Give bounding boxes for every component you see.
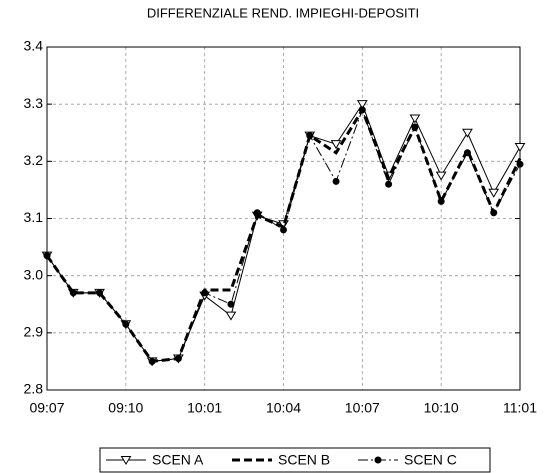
- y-tick-label: 3.0: [24, 266, 44, 282]
- data-point: [69, 289, 77, 297]
- data-point: [356, 100, 368, 110]
- chart-title: DIFFERENZIALE REND. IMPIEGHI-DEPOSITI: [147, 5, 419, 20]
- x-tick-label: 10:07: [345, 400, 380, 416]
- y-tick-label: 2.9: [24, 324, 44, 340]
- y-tick-label: 3.3: [24, 95, 44, 111]
- data-point: [174, 355, 182, 363]
- data-point: [435, 171, 447, 181]
- data-point: [411, 123, 419, 131]
- legend-label: SCEN C: [404, 452, 457, 468]
- x-tick-label: 10:10: [424, 400, 459, 416]
- data-point: [280, 226, 287, 234]
- data-point: [409, 114, 421, 124]
- data-point: [514, 143, 526, 153]
- y-tick-label: 2.8: [24, 381, 44, 397]
- data-point: [253, 209, 261, 217]
- x-tick-label: 09:10: [108, 400, 143, 416]
- legend-marker: [374, 456, 382, 464]
- data-point: [43, 252, 51, 260]
- grid: [47, 46, 520, 391]
- x-tick-label: 10:01: [187, 400, 222, 416]
- legend-box: [99, 447, 491, 473]
- data-point: [385, 180, 393, 188]
- data-point: [437, 197, 445, 205]
- data-point: [358, 106, 366, 114]
- y-tick-label: 3.2: [24, 152, 44, 168]
- data-point: [330, 140, 342, 150]
- data-point: [463, 149, 471, 157]
- data-point: [488, 188, 500, 198]
- data-point: [306, 132, 314, 140]
- data-point: [148, 357, 156, 365]
- x-tick-label: 11:01: [503, 400, 537, 416]
- data-point: [516, 160, 524, 168]
- data-point: [122, 320, 130, 328]
- x-tick-label: 09:07: [29, 400, 64, 416]
- data-point: [96, 289, 104, 297]
- x-tick-label: 10:04: [266, 400, 301, 416]
- y-tick-label: 3.4: [24, 38, 44, 54]
- legend-marker: [120, 456, 132, 465]
- legend-label: SCEN A: [152, 452, 204, 468]
- legend-label: SCEN B: [278, 452, 330, 468]
- data-point: [227, 300, 235, 308]
- data-point: [332, 177, 340, 185]
- data-point: [490, 209, 498, 217]
- y-tick-label: 3.1: [24, 209, 44, 225]
- data-point: [201, 289, 209, 297]
- data-point: [225, 311, 237, 321]
- data-point: [462, 128, 473, 138]
